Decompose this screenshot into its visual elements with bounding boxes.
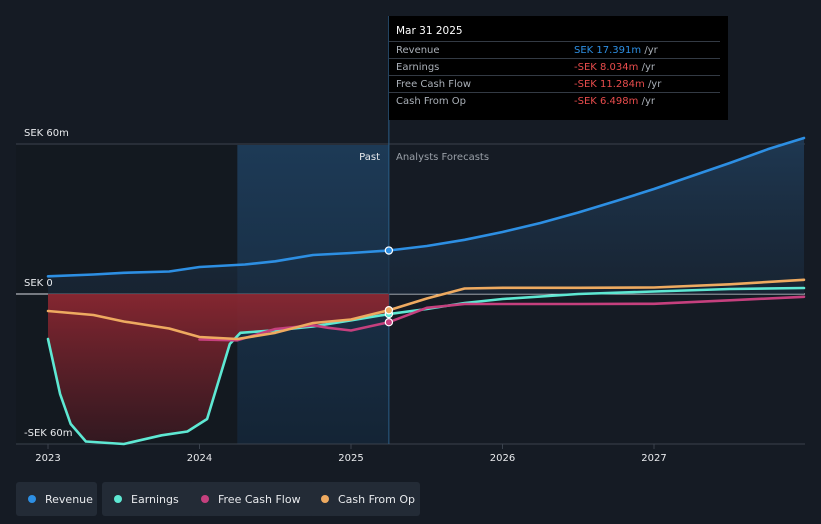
revenue-line [46,136,806,278]
tooltip-row-earnings: Earnings -SEK 8.034m /yr [389,58,720,76]
cash-from-op-marker [384,306,394,315]
earnings-negative-area [48,294,389,444]
tooltip-row-name: Cash From Op [396,96,467,107]
legend-item-revenue[interactable]: Revenue [16,482,97,516]
tooltip-row-revenue: Revenue SEK 17.391m /yr [389,41,720,59]
tooltip-row-value-wrap: -SEK 8.034m /yr [574,62,655,73]
revenue-marker [384,246,394,255]
y-zero-label: SEK 0 [24,278,53,289]
cash-from-op-line [46,278,806,341]
tooltip-row-unit: /yr [647,79,662,90]
tooltip-row-unit: /yr [644,45,658,56]
chart-lines [46,136,806,446]
revenue-area [48,138,804,294]
free-cash-flow-dot-icon [201,495,209,503]
x-tick-label: 2023 [35,453,60,464]
chart: SEK 60m SEK 0 -SEK 60m Past Analysts For… [16,16,806,464]
cash-from-op-dot-icon [321,495,329,503]
tooltip-row-value: SEK 17.391m [574,45,642,56]
tooltip-row-value-wrap: -SEK 11.284m /yr [574,79,661,90]
y-top-label: SEK 60m [24,128,69,139]
tooltip-row-value: -SEK 8.034m [574,62,639,73]
free-cash-flow-marker [384,318,394,327]
legend-item-free-cash-flow[interactable]: Free Cash Flow [189,482,318,516]
revenue-dot-icon [28,495,36,503]
x-tick-label: 2027 [641,453,666,464]
legend-label: Cash From Op [338,492,416,506]
free-cash-flow-line [198,295,806,342]
tooltip: Mar 31 2025 Revenue SEK 17.391m /yr Earn… [389,16,728,120]
x-axis-ticks: 2023 2024 2025 2026 2027 [35,444,667,464]
legend-label: Free Cash Flow [218,492,301,506]
legend-item-earnings[interactable]: Earnings [102,482,197,516]
tooltip-row-unit: /yr [641,62,655,73]
x-tick-label: 2025 [338,453,363,464]
tooltip-date: Mar 31 2025 [396,25,463,37]
past-label: Past [359,152,380,163]
chart-areas [48,138,804,444]
tooltip-row-value-wrap: -SEK 6.498m /yr [574,96,655,107]
tooltip-row-value: -SEK 11.284m [574,79,645,90]
tooltip-row-cash-from-op: Cash From Op -SEK 6.498m /yr [389,92,720,110]
x-tick-label: 2026 [490,453,515,464]
forecast-label: Analysts Forecasts [396,152,489,163]
legend-label: Revenue [45,492,93,506]
y-bottom-label: -SEK 60m [24,428,72,439]
x-tick-label: 2024 [187,453,212,464]
legend-label: Earnings [131,492,179,506]
earnings-dot-icon [114,495,122,503]
tooltip-row-name: Free Cash Flow [396,79,472,90]
tooltip-row-value: -SEK 6.498m [574,96,639,107]
legend-item-cash-from-op[interactable]: Cash From Op [309,482,420,516]
tooltip-row-unit: /yr [641,96,655,107]
tooltip-row-name: Earnings [396,62,440,73]
tooltip-row-name: Revenue [396,45,440,56]
tooltip-row-free-cash-flow: Free Cash Flow -SEK 11.284m /yr [389,75,720,93]
chart-markers [384,246,394,327]
tooltip-row-value-wrap: SEK 17.391m /yr [574,45,658,56]
